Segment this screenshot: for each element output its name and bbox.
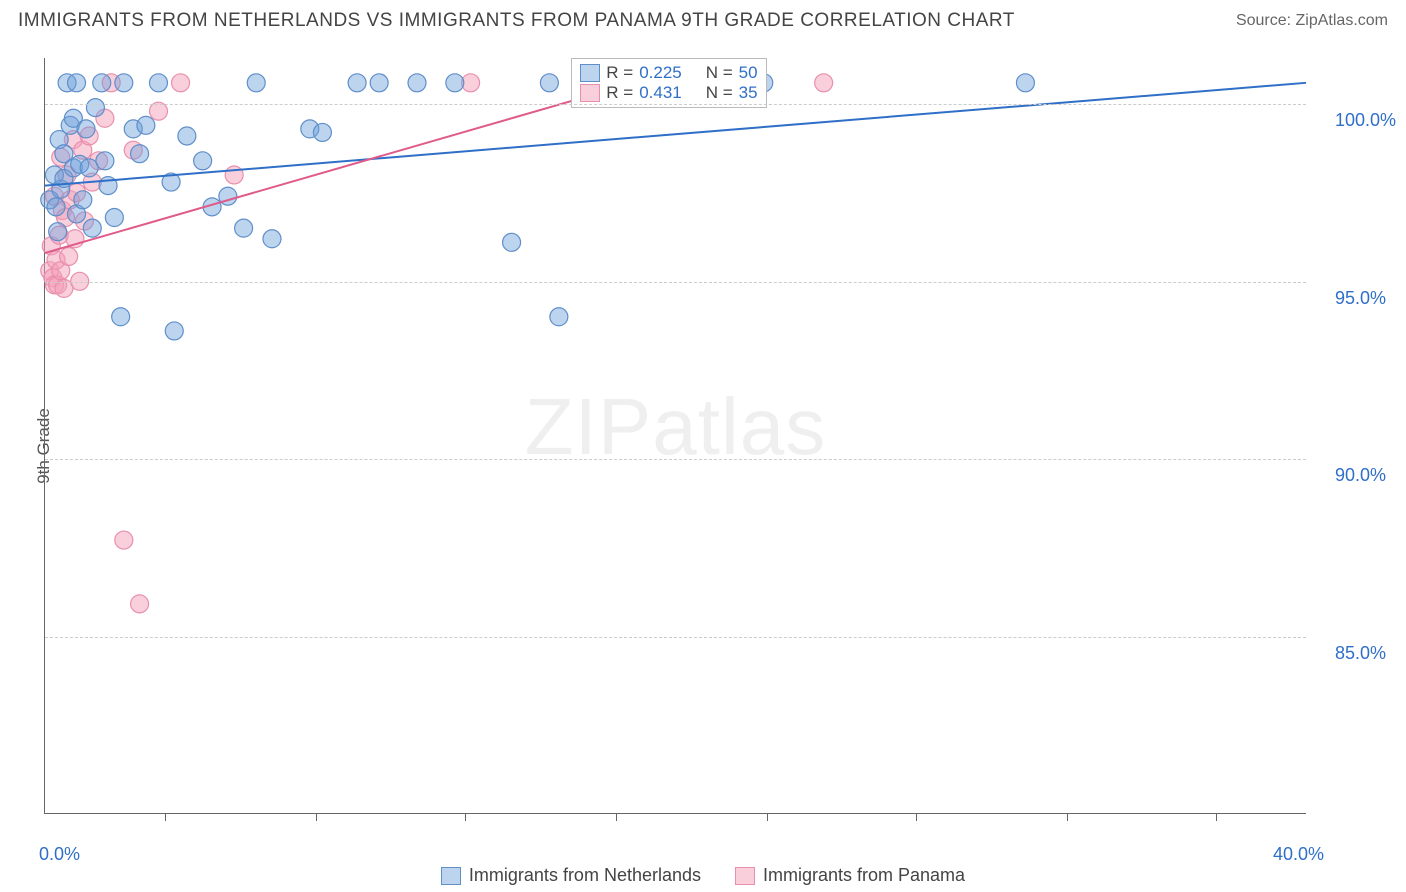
scatter-point (60, 248, 78, 266)
x-tick-label: 0.0% (39, 844, 80, 865)
scatter-point (96, 152, 114, 170)
series-legend-item: Immigrants from Panama (735, 865, 965, 886)
x-tick-label: 40.0% (1273, 844, 1324, 865)
gridline (45, 637, 1306, 638)
scatter-point (115, 531, 133, 549)
y-tick-label: 100.0% (1335, 110, 1396, 131)
scatter-point (178, 127, 196, 145)
scatter-point (263, 230, 281, 248)
gridline (45, 459, 1306, 460)
scatter-point (540, 74, 558, 92)
legend-swatch (441, 867, 461, 885)
scatter-point (115, 74, 133, 92)
scatter-point (74, 191, 92, 209)
legend-swatch (580, 64, 600, 82)
legend-swatch (580, 84, 600, 102)
scatter-point (47, 198, 65, 216)
scatter-point (815, 74, 833, 92)
source-attribution: Source: ZipAtlas.com (1236, 12, 1388, 30)
y-tick-label: 90.0% (1335, 465, 1386, 486)
trend-line (45, 83, 635, 253)
scatter-point (83, 219, 101, 237)
scatter-point (550, 308, 568, 326)
x-tick (767, 813, 768, 821)
scatter-point (105, 209, 123, 227)
legend-R-label: R = (606, 83, 633, 103)
legend-N-value: 50 (739, 63, 758, 83)
legend-R-label: R = (606, 63, 633, 83)
scatter-point (503, 233, 521, 251)
scatter-point (165, 322, 183, 340)
scatter-point (93, 74, 111, 92)
title-bar: IMMIGRANTS FROM NETHERLANDS VS IMMIGRANT… (0, 0, 1406, 38)
y-tick-label: 85.0% (1335, 643, 1386, 664)
scatter-point (77, 120, 95, 138)
scatter-point (149, 74, 167, 92)
scatter-point (68, 74, 86, 92)
scatter-point (137, 116, 155, 134)
scatter-point (370, 74, 388, 92)
series-legend: Immigrants from Netherlands Immigrants fr… (0, 865, 1406, 886)
scatter-point (131, 145, 149, 163)
scatter-point (348, 74, 366, 92)
y-tick-label: 95.0% (1335, 288, 1386, 309)
x-tick (1067, 813, 1068, 821)
scatter-point (408, 74, 426, 92)
scatter-point (247, 74, 265, 92)
x-tick (1216, 813, 1217, 821)
x-tick (465, 813, 466, 821)
plot-area: ZIPatlas R = 0.225N = 50R = 0.431N = 35 … (44, 58, 1306, 814)
scatter-point (172, 74, 190, 92)
scatter-point (49, 223, 67, 241)
legend-R-value: 0.225 (639, 63, 682, 83)
legend-row: R = 0.225 N = 50 (580, 63, 757, 83)
gridline (45, 282, 1306, 283)
legend-row: R = 0.431 N = 35 (580, 83, 757, 103)
x-tick (316, 813, 317, 821)
correlation-legend: R = 0.225 N = 50 R = 0.431 N = 35 (571, 58, 766, 108)
x-tick (916, 813, 917, 821)
scatter-point (235, 219, 253, 237)
legend-R-value: 0.431 (639, 83, 682, 103)
legend-N-label: N = (706, 63, 733, 83)
legend-N-label: N = (706, 83, 733, 103)
scatter-point (131, 595, 149, 613)
x-tick (616, 813, 617, 821)
legend-N-value: 35 (739, 83, 758, 103)
legend-swatch (735, 867, 755, 885)
scatter-svg (45, 58, 1306, 813)
scatter-point (86, 99, 104, 117)
scatter-point (194, 152, 212, 170)
scatter-point (1016, 74, 1034, 92)
gridline (45, 104, 1306, 105)
scatter-point (446, 74, 464, 92)
series-name: Immigrants from Netherlands (469, 865, 701, 886)
series-name: Immigrants from Panama (763, 865, 965, 886)
chart-title: IMMIGRANTS FROM NETHERLANDS VS IMMIGRANT… (18, 10, 1015, 32)
series-legend-item: Immigrants from Netherlands (441, 865, 701, 886)
x-tick (165, 813, 166, 821)
scatter-point (313, 123, 331, 141)
scatter-point (112, 308, 130, 326)
